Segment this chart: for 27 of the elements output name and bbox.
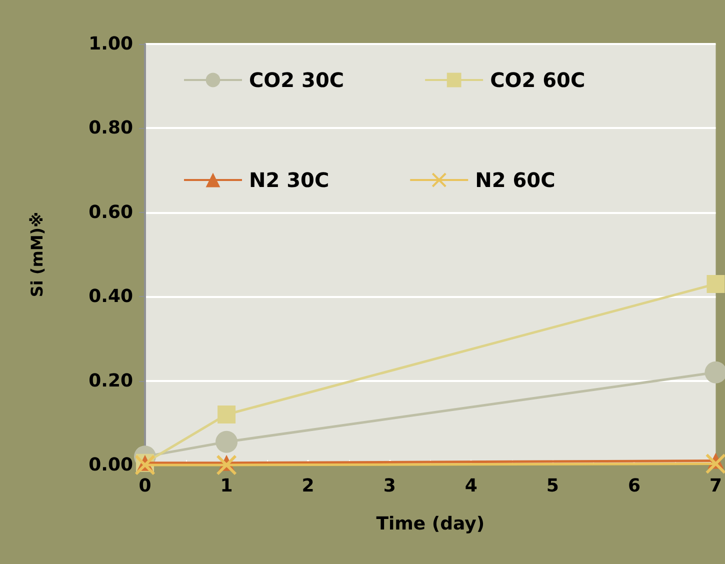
y-tick-label: 0.80 [88, 118, 133, 139]
y-axis-title: Si (mM)※ [28, 212, 46, 298]
y-tick-label: 0.60 [88, 202, 133, 223]
point [216, 455, 237, 475]
y-tick-label: 0.00 [88, 454, 133, 476]
legend-label: N2 30C [249, 168, 330, 192]
y-tick-label: 0.20 [88, 370, 133, 392]
legend-label: N2 60C [475, 168, 556, 192]
x-tick-label: 5 [546, 476, 559, 496]
x-tick-label: 0 [138, 476, 152, 496]
x-tick-label: 1 [220, 476, 233, 496]
point [704, 361, 725, 384]
point [216, 430, 238, 453]
y-tick-label: 0.40 [88, 286, 133, 308]
x-tick-label: 6 [628, 476, 640, 496]
x-tick-label: 4 [464, 476, 478, 496]
y-tick-label: 1.00 [88, 34, 133, 54]
point [706, 454, 725, 474]
x-axis-title: Time (day) [376, 514, 485, 534]
x-tick-label: 7 [709, 476, 722, 496]
legend-label: CO2 60C [490, 68, 586, 92]
x-tick-label: 2 [302, 476, 314, 496]
legend-label: CO2 30C [249, 68, 344, 92]
point [218, 405, 236, 424]
x-tick-label: 3 [383, 476, 396, 496]
point [135, 455, 155, 475]
point [706, 274, 725, 293]
